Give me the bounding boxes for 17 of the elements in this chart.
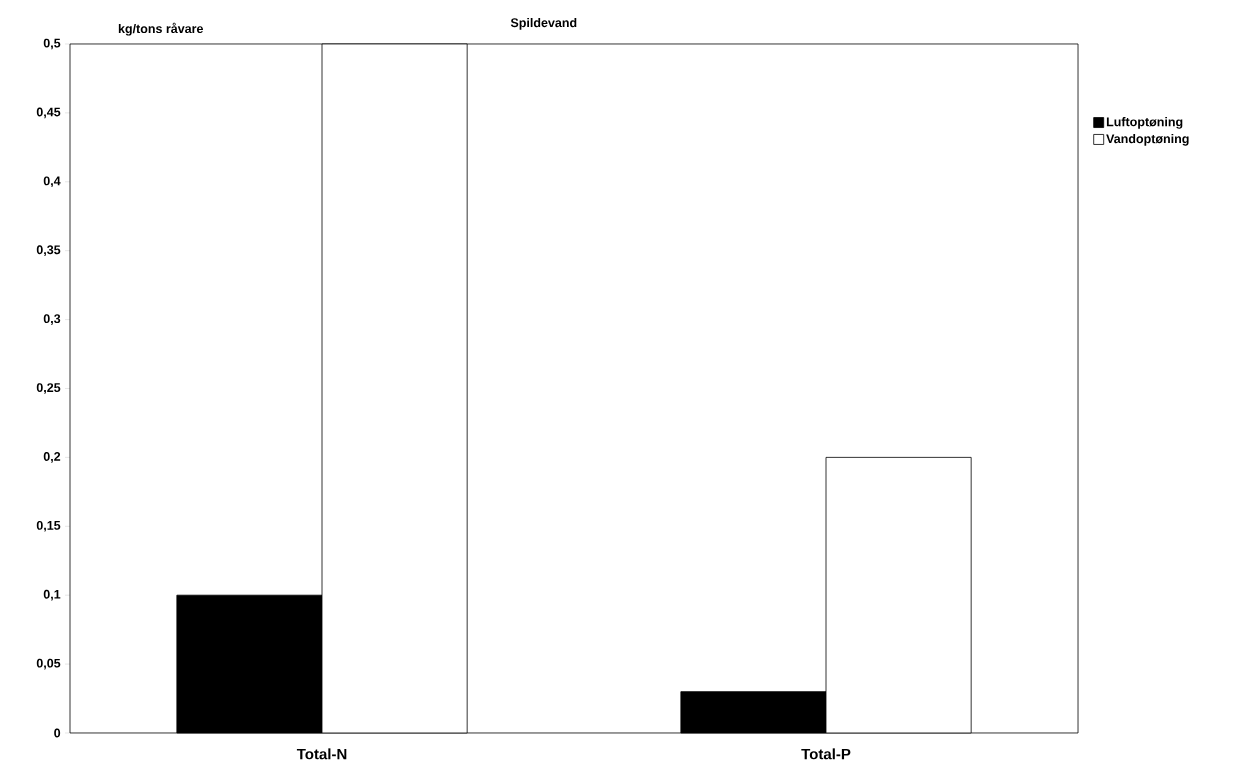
y-tick-label: 0,05 xyxy=(36,658,61,670)
y-tick-label: 0,35 xyxy=(36,245,61,257)
y-tick-label: 0,5 xyxy=(43,38,61,50)
y-tick-label: 0,4 xyxy=(43,176,61,188)
y-tick-label: 0,2 xyxy=(43,452,61,463)
y-axis-title: kg/tons råvare xyxy=(118,22,204,36)
y-tick-label: 0,45 xyxy=(36,107,61,119)
x-tick-label: Total-N xyxy=(296,748,347,760)
x-tick-label: Total-P xyxy=(801,748,851,760)
legend-label: Luftoptøning xyxy=(1106,117,1183,129)
y-tick-label: 0,3 xyxy=(43,314,61,325)
legend-label: Vandoptøning xyxy=(1106,133,1189,146)
y-tick-label: 0,15 xyxy=(36,520,61,532)
y-tick-label: 0,1 xyxy=(43,589,61,601)
y-tick-label: 0 xyxy=(54,728,61,738)
chart-title: Spildevand xyxy=(510,17,577,30)
y-tick-label: 0,25 xyxy=(36,383,61,394)
